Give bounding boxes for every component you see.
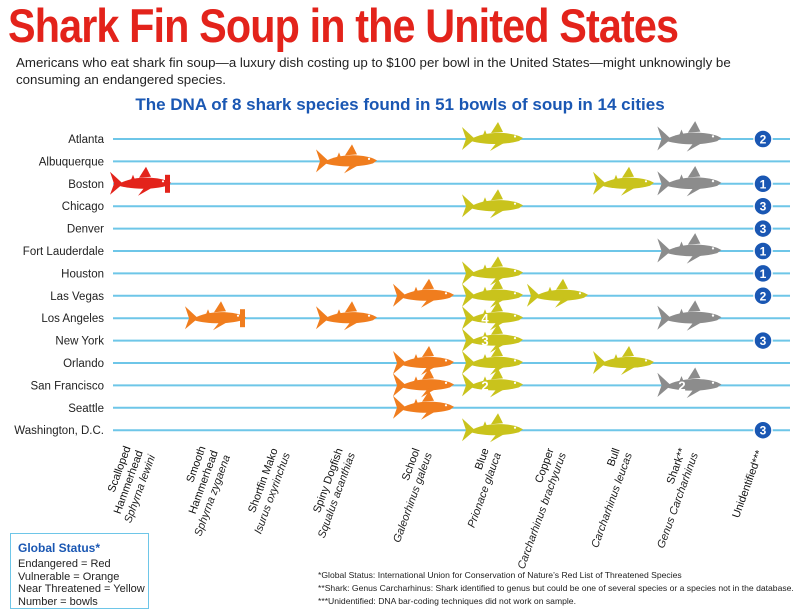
city-label: Orlando — [63, 358, 104, 370]
shark-icon — [316, 301, 377, 331]
city-label: Denver — [67, 224, 104, 236]
city-label: Boston — [68, 179, 104, 191]
footnote-global-status: *Global Status: International Union for … — [318, 570, 682, 580]
shark-icon — [462, 323, 523, 353]
city-label: Houston — [61, 268, 104, 280]
shark-icon — [593, 166, 654, 196]
bowl-count-circle: 1 — [753, 241, 773, 261]
shark-icon — [657, 121, 722, 152]
bowl-count: 2 — [481, 378, 488, 393]
chart-title: The DNA of 8 shark species found in 51 b… — [135, 95, 665, 114]
page-title: Shark Fin Soup in the United States — [8, 0, 679, 52]
species-name: Unidentified*** — [730, 448, 766, 519]
city-label: Los Angeles — [41, 313, 104, 325]
shark-icon — [462, 189, 523, 219]
legend-line-endangered: Endangered = Red — [18, 558, 111, 570]
shark-icon — [657, 300, 722, 331]
column-label: Unidentified*** — [730, 448, 766, 519]
bowl-count: 3 — [760, 222, 767, 236]
bowl-count: 1 — [760, 245, 767, 259]
bowl-count-circle: 3 — [753, 420, 773, 440]
city-label: Washington, D.C. — [14, 425, 104, 437]
bowl-count: 3 — [760, 424, 767, 438]
footnote-unidentified: ***Unidentified: DNA bar-coding techniqu… — [318, 596, 576, 606]
bowl-count-circle: 3 — [753, 196, 773, 216]
bowl-count: 1 — [760, 267, 767, 281]
bowl-count: 2 — [760, 133, 767, 147]
bowl-count: 2 — [678, 378, 685, 393]
bowl-count-circle: 3 — [753, 330, 773, 351]
legend-line-number: Number = bowls — [18, 595, 98, 608]
shark-icon — [393, 346, 454, 375]
city-label: Las Vegas — [50, 291, 104, 303]
city-label: New York — [55, 336, 104, 348]
shark-icon — [462, 256, 523, 286]
shark-icon — [657, 367, 722, 398]
bowl-count: 4 — [481, 311, 489, 326]
legend-line-near-threatened: Near Threatened = Yellow — [18, 583, 145, 595]
bowl-count-circle: 2 — [753, 286, 773, 306]
bowl-count-circle: 2 — [753, 129, 773, 149]
city-label: San Francisco — [30, 380, 104, 392]
city-label: Chicago — [62, 201, 104, 213]
shark-icon — [462, 413, 523, 443]
shark-icon — [393, 390, 454, 420]
bowl-count: 3 — [760, 334, 767, 348]
hammerhead-shark-icon — [185, 301, 246, 331]
bowl-count: 1 — [760, 177, 767, 191]
city-label: Atlanta — [68, 134, 104, 146]
species-name: Bull — [605, 447, 623, 468]
shark-icon — [462, 346, 523, 375]
legend-title: Global Status* — [18, 541, 101, 555]
city-label: Seattle — [68, 403, 104, 415]
shark-icon — [462, 122, 523, 151]
bowl-count: 2 — [760, 289, 767, 303]
global-status-legend: Global Status* Endangered = Red Vulnerab… — [10, 533, 149, 609]
bowl-count-circle: 1 — [753, 174, 773, 194]
shark-icon — [316, 144, 377, 174]
shark-icon — [462, 368, 523, 398]
footnote-genus: **Shark: Genus Carcharhinus: Shark ident… — [318, 583, 794, 593]
city-label: Albuquerque — [39, 156, 104, 168]
column-label: Shark**Genus Carcharhinus — [655, 446, 701, 550]
page-subtitle: Americans who eat shark fin soup—a luxur… — [16, 55, 731, 87]
shark-icon — [657, 233, 722, 264]
city-label: Fort Lauderdale — [23, 246, 104, 258]
shark-icon — [657, 165, 722, 197]
hammerhead-shark-icon — [110, 166, 171, 196]
shark-icon — [593, 346, 654, 375]
shark-icon — [462, 278, 523, 308]
shark-icon — [527, 278, 588, 308]
bowl-count: 3 — [760, 200, 767, 214]
bowl-count-circle: 3 — [753, 218, 773, 239]
footnotes: *Global Status: International Union for … — [318, 569, 798, 608]
legend-line-vulnerable: Vulnerable = Orange — [18, 570, 120, 583]
bowl-count: 3 — [481, 334, 488, 349]
bowl-count-circle: 1 — [753, 263, 773, 284]
shark-icon — [393, 278, 454, 308]
